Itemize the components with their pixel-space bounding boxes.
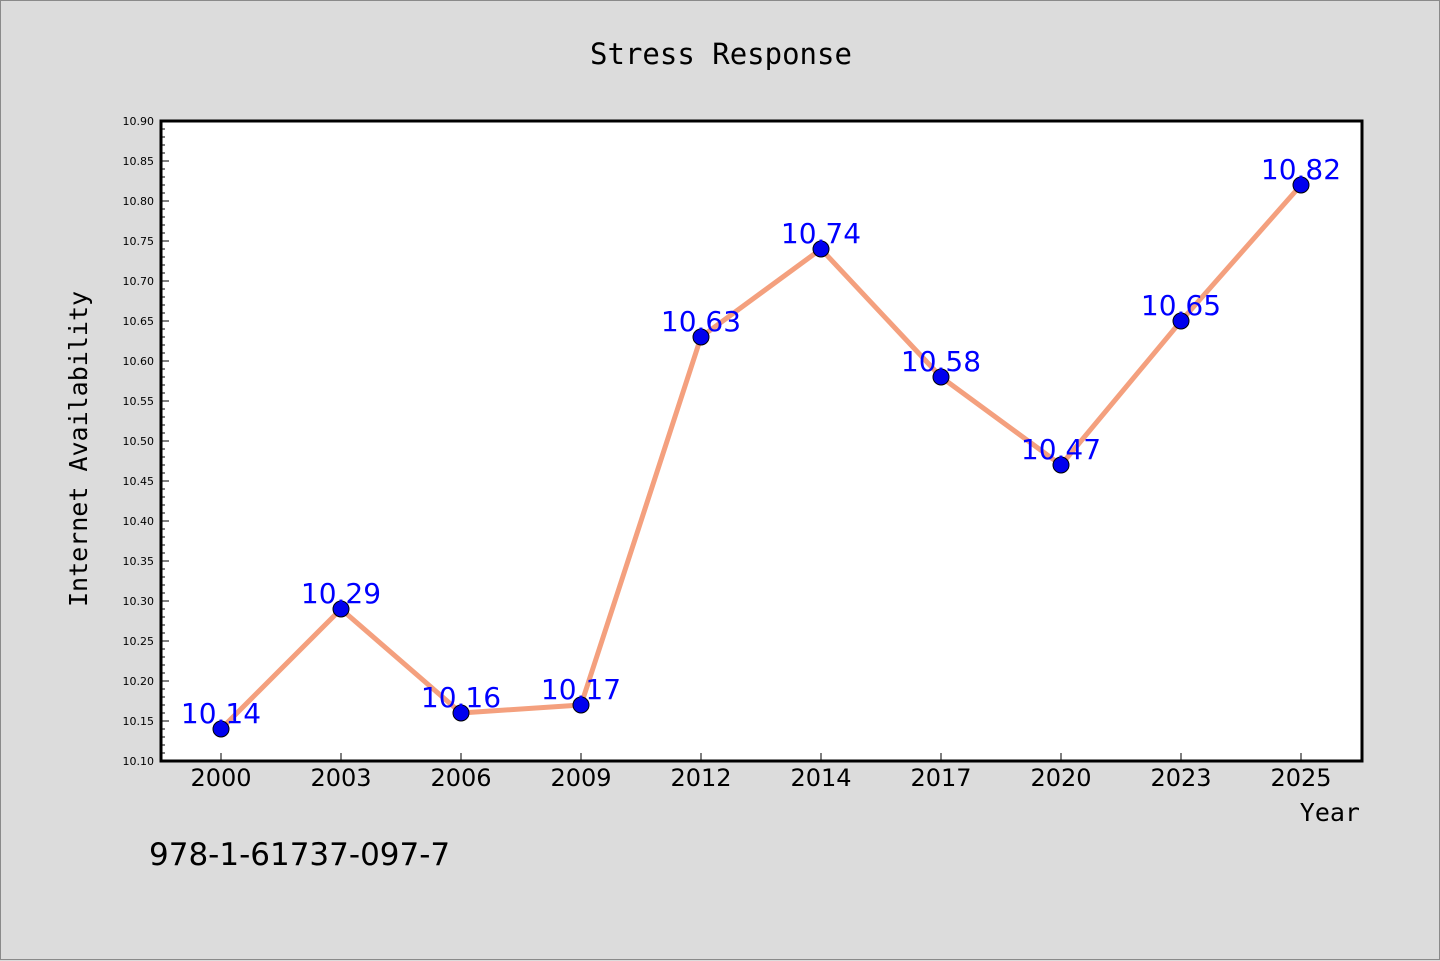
y-tick-label: 10.10 [123,755,155,768]
x-axis: 2000 2003 2006 2009 2012 2014 2017 2020 2023 2025 [190,753,1332,792]
data-point [1292,176,1310,194]
y-tick-label: 10.50 [123,435,155,448]
data-label: 10.14 [181,697,261,730]
y-tick-label: 10.70 [123,275,155,288]
x-tick-label: 2012 [670,764,731,792]
data-point [932,368,950,386]
y-axis: 10.10 10.15 10.20 10.25 10.30 10.35 10.40 10.45… [123,115,169,768]
series-layer: 10.14 10.29 10.16 10.17 10.63 10.74 10.58 10.47… [181,153,1341,738]
y-tick-label: 10.65 [123,315,155,328]
data-point [1172,312,1190,330]
y-tick-label: 10.85 [123,155,155,168]
data-point [212,720,230,738]
data-label: 10.74 [781,217,861,250]
y-tick-label: 10.60 [123,355,155,368]
x-tick-label: 2014 [790,764,851,792]
y-tick-label: 10.40 [123,515,155,528]
x-tick-label: 2017 [910,764,971,792]
y-tick-label: 10.45 [123,475,155,488]
data-label: 10.58 [901,345,981,378]
series-line [218,182,1304,732]
y-tick-label: 10.20 [123,675,155,688]
x-tick-label: 2009 [550,764,611,792]
isbn-annotation: 978-1-61737-097-7 [149,837,450,873]
data-point [332,600,350,618]
data-label: 10.16 [421,681,501,714]
x-tick-label: 2025 [1270,764,1331,792]
x-tick-label: 2003 [310,764,371,792]
plot-area [159,119,1364,763]
y-tick-label: 10.90 [123,115,155,128]
y-tick-label: 10.25 [123,635,155,648]
x-tick-label: 2023 [1150,764,1211,792]
data-label: 10.82 [1261,153,1341,186]
y-tick-label: 10.75 [123,235,155,248]
y-tick-label: 10.30 [123,595,155,608]
y-tick-label: 10.35 [123,555,155,568]
y-tick-label: 10.80 [123,195,155,208]
data-point [452,704,470,722]
x-tick-label: 2000 [190,764,251,792]
chart-title: Stress Response [590,37,852,71]
data-point [1052,456,1070,474]
data-label: 10.17 [541,673,621,706]
x-tick-label: 2006 [430,764,491,792]
data-label: 10.63 [661,305,741,338]
y-axis-label: Internet Availability [64,291,93,607]
y-tick-label: 10.55 [123,395,155,408]
x-tick-label: 2020 [1030,764,1091,792]
data-label: 10.47 [1021,433,1101,466]
data-label: 10.29 [301,577,381,610]
x-axis-label: Year [1300,798,1360,827]
data-label: 10.65 [1141,289,1221,322]
data-point [692,328,710,346]
data-point [572,696,590,714]
data-point [812,240,830,258]
y-tick-label: 10.15 [123,715,155,728]
